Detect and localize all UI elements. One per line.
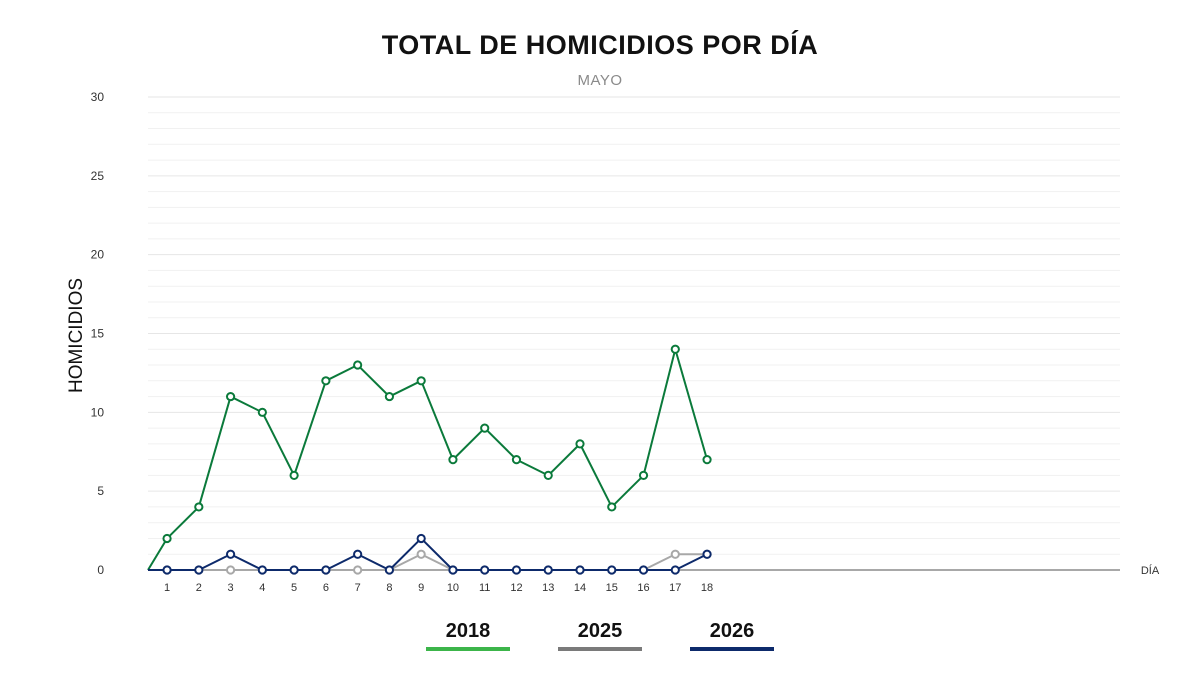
data-point-2018 bbox=[511, 455, 522, 465]
x-tick-label: 6 bbox=[323, 582, 329, 594]
data-point-2026 bbox=[448, 565, 458, 575]
data-point-2026 bbox=[511, 565, 522, 575]
series-layer bbox=[147, 344, 712, 575]
data-point-2018 bbox=[702, 455, 712, 465]
y-tick-label: 30 bbox=[91, 90, 105, 104]
data-point-2018 bbox=[448, 455, 458, 465]
y-axis-label: HOMICIDIOS bbox=[66, 278, 87, 393]
data-point-2026 bbox=[575, 565, 585, 575]
data-point-2018 bbox=[257, 407, 267, 417]
x-tick-label: 9 bbox=[418, 582, 424, 594]
data-point-2026 bbox=[416, 533, 426, 544]
data-point-2018 bbox=[480, 423, 490, 433]
data-point-2026 bbox=[607, 565, 617, 575]
x-tick-label: 10 bbox=[447, 582, 459, 594]
data-point-2026 bbox=[384, 565, 395, 575]
legend-item-2026: 2026 bbox=[690, 620, 774, 651]
y-tick-label: 20 bbox=[91, 248, 105, 262]
data-point-2026 bbox=[543, 565, 553, 575]
data-point-2026 bbox=[670, 565, 680, 575]
data-point-2018 bbox=[194, 502, 204, 512]
x-tick-label: 16 bbox=[637, 582, 649, 594]
y-tick-label: 0 bbox=[97, 563, 104, 577]
x-tick-label: 2 bbox=[196, 582, 202, 594]
y-tick-label: 15 bbox=[91, 327, 105, 341]
x-tick-label: 8 bbox=[386, 582, 392, 594]
x-tick-label: 1 bbox=[164, 582, 170, 594]
data-point-2018 bbox=[638, 470, 649, 480]
legend-swatch bbox=[426, 647, 510, 651]
data-point-2026 bbox=[162, 565, 172, 575]
data-point-2026 bbox=[480, 565, 490, 575]
x-tick-label: 13 bbox=[542, 582, 554, 594]
data-point-2026 bbox=[353, 549, 363, 559]
x-tick-label: 17 bbox=[669, 582, 681, 594]
data-point-2026 bbox=[257, 565, 267, 575]
legend-label: 2025 bbox=[577, 620, 623, 642]
x-axis-label: DÍA bbox=[1141, 564, 1160, 577]
data-point-2026 bbox=[702, 549, 712, 559]
data-point-2018 bbox=[607, 502, 617, 512]
x-tick-label: 15 bbox=[606, 582, 618, 594]
data-point-2018 bbox=[384, 391, 395, 402]
legend-label: 2018 bbox=[445, 620, 491, 642]
series-2018 bbox=[147, 344, 712, 571]
data-point-2018 bbox=[416, 376, 426, 386]
data-point-2026 bbox=[321, 565, 331, 575]
data-point-2018 bbox=[321, 376, 331, 386]
data-point-2026 bbox=[289, 565, 299, 575]
x-tick-label: 14 bbox=[574, 582, 586, 594]
legend-label: 2026 bbox=[709, 620, 755, 642]
legend-swatch bbox=[558, 647, 642, 651]
x-tick-label: 18 bbox=[701, 582, 713, 594]
y-tick-label: 25 bbox=[91, 169, 105, 183]
data-point-2025 bbox=[670, 549, 680, 559]
data-point-2018 bbox=[162, 533, 172, 544]
x-tick-label: 7 bbox=[355, 582, 361, 594]
data-point-2025 bbox=[353, 565, 363, 575]
chart-subtitle: MAYO bbox=[577, 72, 623, 89]
data-point-2026 bbox=[225, 549, 236, 559]
data-point-2018 bbox=[575, 439, 585, 449]
x-tick-label: 5 bbox=[291, 582, 297, 594]
data-point-2018 bbox=[670, 344, 680, 354]
legend-item-2025: 2025 bbox=[558, 620, 642, 651]
data-point-2018 bbox=[225, 391, 236, 402]
data-point-2026 bbox=[638, 565, 649, 575]
data-point-2018 bbox=[289, 470, 299, 480]
data-point-2025 bbox=[416, 549, 426, 559]
x-tick-labels: 1 2 3 4 5 6 7 8 9 10 11 12 13 14 15 16 17 18 bbox=[164, 582, 713, 594]
y-tick-label: 5 bbox=[97, 484, 104, 498]
x-tick-label: 12 bbox=[510, 582, 522, 594]
legend-item-2018: 2018 bbox=[426, 620, 510, 651]
x-tick-label: 11 bbox=[479, 582, 490, 594]
data-point-2025 bbox=[225, 565, 236, 575]
y-tick-labels: 0 5 10 15 20 25 30 bbox=[91, 90, 105, 577]
chart-title: TOTAL DE HOMICIDIOS POR DÍA bbox=[381, 30, 819, 60]
grid-lines bbox=[148, 96, 1120, 555]
data-point-2018 bbox=[543, 470, 553, 480]
data-point-2018 bbox=[353, 360, 363, 370]
data-point-2026 bbox=[194, 565, 204, 575]
x-tick-label: 3 bbox=[228, 582, 234, 594]
series-2026 bbox=[148, 533, 712, 575]
y-tick-label: 10 bbox=[91, 405, 105, 419]
x-tick-label: 4 bbox=[259, 582, 265, 594]
legend-swatch bbox=[690, 647, 774, 651]
